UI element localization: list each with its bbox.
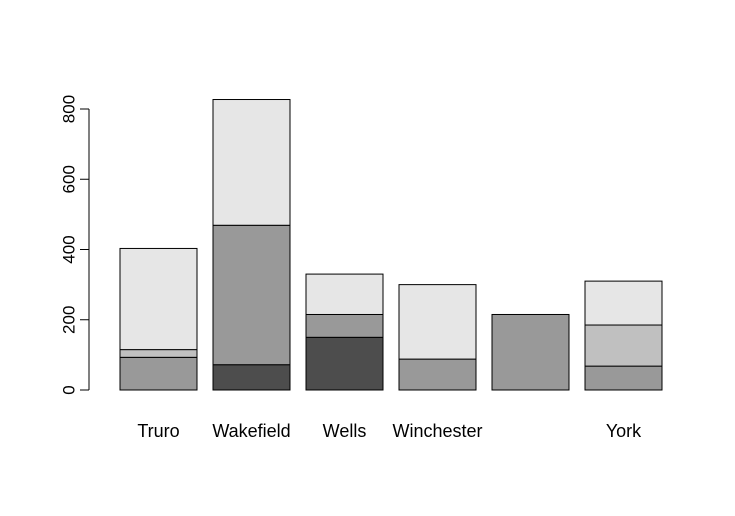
bar-segment-wakefield-s2 bbox=[212, 224, 291, 366]
x-tick-label: York bbox=[606, 421, 642, 441]
y-tick-label: 400 bbox=[60, 235, 79, 263]
bar-segment-winchester-s4 bbox=[398, 284, 477, 360]
bar-segment-wells-s4 bbox=[305, 273, 384, 315]
bar-segment-york-s3 bbox=[584, 324, 663, 367]
y-tick-label: 800 bbox=[60, 95, 79, 123]
bar-segment-truro-s2 bbox=[119, 356, 198, 391]
bar-segment-wakefield-s1 bbox=[212, 364, 291, 391]
y-tick-label: 600 bbox=[60, 165, 79, 193]
bar-segment-truro-s3 bbox=[119, 349, 198, 358]
x-tick-label: Truro bbox=[137, 421, 179, 441]
x-tick-label: Winchester bbox=[392, 421, 482, 441]
y-axis: 0 200 400 600 800 bbox=[60, 95, 90, 395]
bar-segment-wells-s1 bbox=[305, 336, 384, 391]
bars-layer bbox=[119, 99, 663, 391]
bar-segment-wakefield-s4 bbox=[212, 99, 291, 226]
x-tick-label: Wells bbox=[323, 421, 367, 441]
bar-segment-truro-s4 bbox=[119, 247, 198, 351]
bar-segment-wells-s2 bbox=[305, 313, 384, 338]
bar-segment-york-s4 bbox=[584, 280, 663, 326]
y-tick-label: 200 bbox=[60, 306, 79, 334]
x-axis-labels: Truro Wakefield Wells Winchester York bbox=[137, 421, 642, 441]
bar-segment-york-s2 bbox=[584, 365, 663, 391]
bar-segment-unlabeled-s2 bbox=[491, 313, 570, 391]
x-tick-label: Wakefield bbox=[212, 421, 290, 441]
bar-segment-winchester-s2 bbox=[398, 358, 477, 391]
y-tick-label: 0 bbox=[60, 385, 79, 394]
